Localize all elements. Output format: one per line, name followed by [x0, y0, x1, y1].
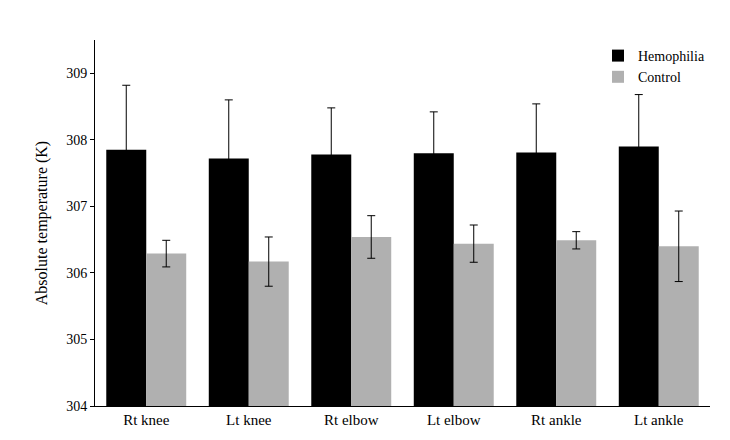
svg-text:306: 306	[66, 266, 87, 281]
svg-text:Hemophilia: Hemophilia	[638, 49, 705, 64]
svg-text:308: 308	[66, 133, 87, 148]
svg-text:Rt elbow: Rt elbow	[324, 412, 379, 428]
svg-text:Absolute temperature (K): Absolute temperature (K)	[33, 141, 51, 305]
svg-text:Lt knee: Lt knee	[226, 412, 272, 428]
svg-text:304: 304	[66, 399, 87, 414]
svg-text:Lt elbow: Lt elbow	[427, 412, 481, 428]
svg-text:Control: Control	[638, 70, 681, 85]
svg-text:Rt knee: Rt knee	[123, 412, 170, 428]
svg-text:305: 305	[66, 332, 87, 347]
svg-text:307: 307	[66, 199, 87, 214]
svg-text:Lt ankle: Lt ankle	[634, 412, 684, 428]
svg-text:Rt ankle: Rt ankle	[531, 412, 582, 428]
svg-text:309: 309	[66, 66, 87, 81]
